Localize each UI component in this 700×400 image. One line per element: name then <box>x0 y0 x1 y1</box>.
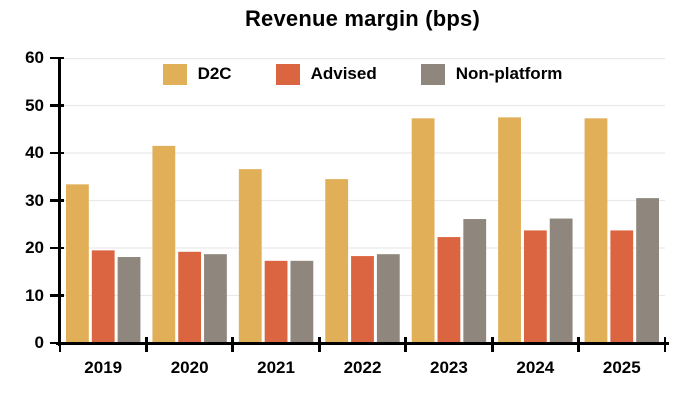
x-tick-0 <box>58 337 62 352</box>
y-tick-label-20: 20 <box>25 238 44 257</box>
legend-item-d2c: D2C <box>162 63 232 85</box>
bar-advised-2023 <box>437 237 461 343</box>
y-tick-label-40: 40 <box>25 143 44 162</box>
y-tick-10 <box>50 294 64 297</box>
bar-non-platform-2020 <box>204 254 227 343</box>
gridline-30 <box>60 199 665 202</box>
bar-advised-2020 <box>178 251 202 343</box>
bar-advised-2021 <box>264 260 288 343</box>
bar-d2c-2021 <box>238 169 262 343</box>
y-tick-label-50: 50 <box>25 95 44 115</box>
bar-non-platform-2019 <box>117 257 141 343</box>
y-tick-0 <box>50 341 64 345</box>
y-tick-50 <box>50 104 64 107</box>
x-tick-4 <box>404 337 408 352</box>
bar-d2c-2025 <box>584 118 608 343</box>
x-tick-label-2025: 2025 <box>602 358 641 377</box>
bar-d2c-2020 <box>152 145 176 343</box>
y-tick-20 <box>50 246 64 250</box>
bar-d2c-2019 <box>66 184 89 343</box>
y-tick-label-60: 60 <box>25 48 44 67</box>
x-tick-5 <box>490 337 494 352</box>
legend-item-advised: Advised <box>275 63 377 85</box>
x-tick-6 <box>577 337 580 352</box>
bar-non-platform-2023 <box>463 219 487 343</box>
x-tick-2 <box>231 337 235 352</box>
x-axis-line <box>56 341 669 345</box>
bar-non-platform-2024 <box>549 218 573 343</box>
bar-d2c-2023 <box>411 118 435 343</box>
y-tick-label-30: 30 <box>25 190 44 210</box>
x-tick-3 <box>317 337 321 352</box>
y-tick-30 <box>50 199 64 202</box>
x-tick-label-2021: 2021 <box>257 358 295 377</box>
y-tick-40 <box>50 151 64 155</box>
gridline-50 <box>60 104 665 107</box>
y-tick-label-0: 0 <box>34 333 44 352</box>
gridline-20 <box>60 247 665 249</box>
legend-label-advised: Advised <box>310 64 377 83</box>
legend-swatch-d2c <box>162 63 187 85</box>
legend-item-non-platform: Non-platform <box>420 63 563 85</box>
legend-label-non-platform: Non-platform <box>455 64 563 83</box>
legend-label-d2c: D2C <box>197 64 232 83</box>
bar-advised-2025 <box>610 230 634 343</box>
bar-advised-2024 <box>523 230 547 343</box>
bar-non-platform-2021 <box>290 260 314 343</box>
x-tick-label-2024: 2024 <box>516 358 555 377</box>
x-tick-label-2019: 2019 <box>84 358 123 377</box>
x-tick-label-2022: 2022 <box>343 358 382 377</box>
bar-d2c-2022 <box>325 179 349 343</box>
x-tick-7 <box>663 337 667 352</box>
bar-advised-2019 <box>91 250 115 343</box>
y-tick-label-10: 10 <box>25 285 44 305</box>
bar-non-platform-2022 <box>376 254 400 343</box>
legend: D2C Advised Non-platform <box>60 61 665 87</box>
bar-advised-2022 <box>351 256 374 343</box>
legend-swatch-non-platform <box>420 63 445 85</box>
y-tick-60 <box>50 56 64 60</box>
bar-d2c-2024 <box>498 117 521 343</box>
x-tick-label-2020: 2020 <box>170 358 209 377</box>
plot-area <box>60 58 665 343</box>
gridline-40 <box>60 152 665 154</box>
gridline-60 <box>60 58 665 60</box>
chart-title: Revenue margin (bps) <box>244 6 481 31</box>
x-tick-1 <box>145 337 148 352</box>
bar-non-platform-2025 <box>636 198 659 343</box>
legend-swatch-advised <box>275 63 300 85</box>
x-tick-label-2023: 2023 <box>430 358 468 377</box>
